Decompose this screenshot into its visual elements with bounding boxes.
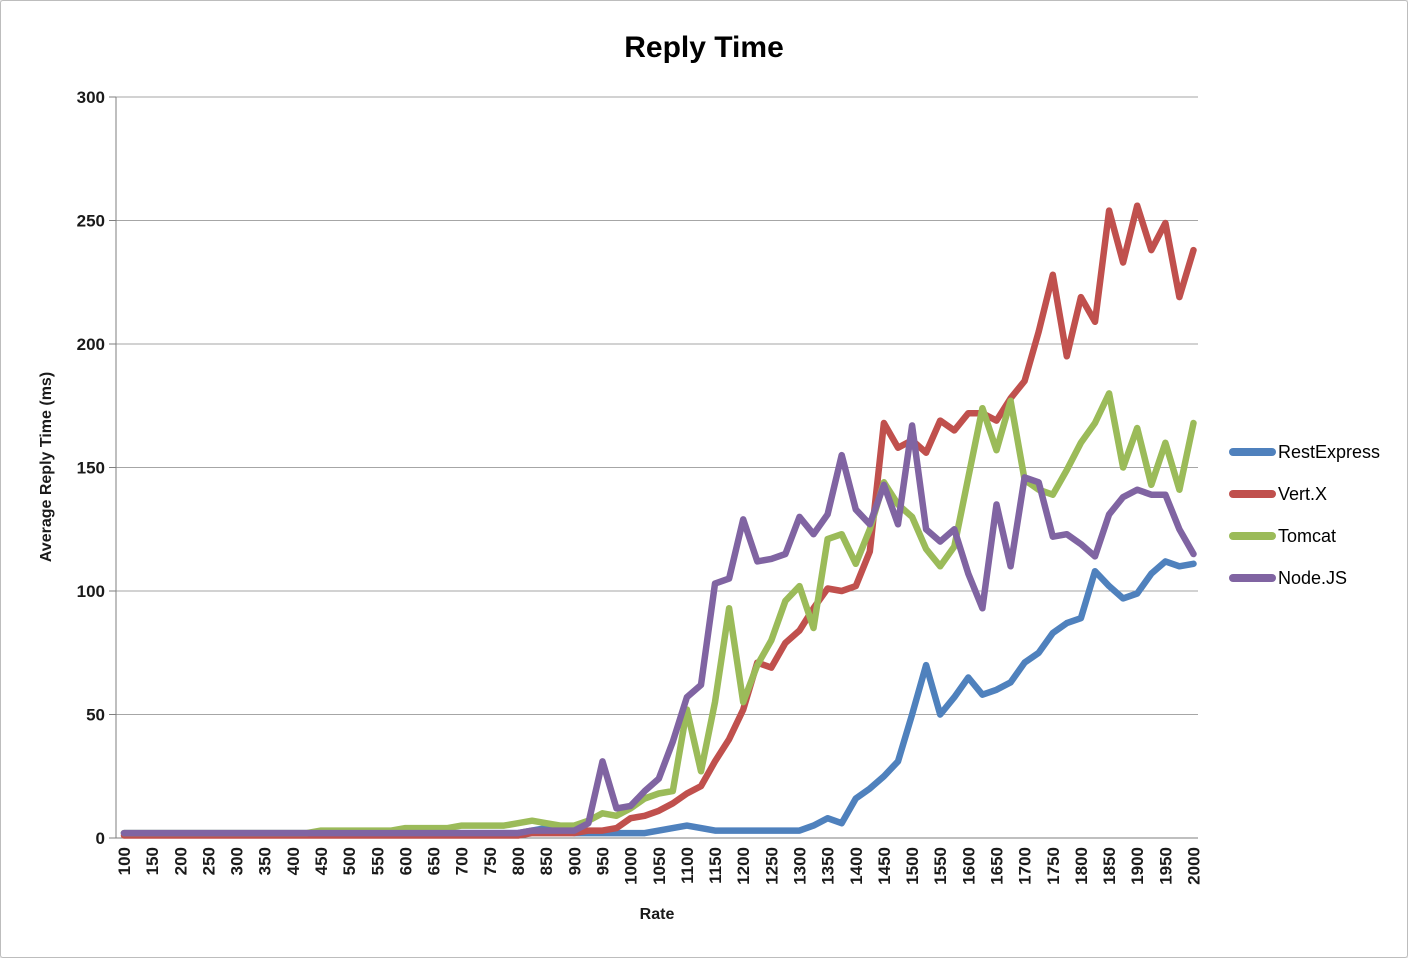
x-tick-label: 1800 (1072, 847, 1091, 885)
x-tick-label: 1950 (1156, 847, 1175, 885)
legend: RestExpress Vert.X Tomcat Node.JS (1229, 431, 1380, 599)
x-tick-label: 700 (453, 847, 472, 875)
y-tick-label: 100 (77, 582, 105, 601)
y-tick-label: 50 (86, 706, 105, 725)
x-tick-label: 350 (256, 847, 275, 875)
x-tick-label: 1350 (819, 847, 838, 885)
legend-line-sample-restexpress (1229, 448, 1276, 456)
y-tick-label: 200 (77, 335, 105, 354)
x-tick-label: 1550 (931, 847, 950, 885)
x-tick-label: 600 (396, 847, 415, 875)
legend-item-vertx: Vert.X (1229, 473, 1380, 515)
x-tick-label: 550 (368, 847, 387, 875)
x-axis-title: Rate (639, 906, 675, 923)
x-tick-label: 1750 (1044, 847, 1063, 885)
x-tick-label: 1400 (847, 847, 866, 885)
x-tick-label: 1500 (903, 847, 922, 885)
x-tick-label: 400 (284, 847, 303, 875)
legend-label-vertx: Vert.X (1278, 483, 1328, 504)
x-tick-label: 450 (312, 847, 331, 875)
x-tick-label: 1250 (762, 847, 781, 885)
x-tick-label: 1900 (1128, 847, 1147, 885)
x-tick-label: 1450 (875, 847, 894, 885)
y-axis-title: Average Reply Time (ms) (38, 371, 55, 563)
x-tick-label: 1000 (622, 847, 641, 885)
x-tick-label: 250 (199, 847, 218, 875)
x-tick-label: 900 (565, 847, 584, 875)
legend-line-sample-nodejs (1229, 574, 1276, 582)
x-tick-label: 500 (340, 847, 359, 875)
legend-line-sample-tomcat (1229, 532, 1276, 540)
x-tick-label: 1300 (790, 847, 809, 885)
x-tick-label: 1100 (678, 847, 697, 884)
x-tick-label: 800 (509, 847, 528, 875)
x-tick-label: 1850 (1100, 847, 1119, 885)
series-line-nodejs (120, 422, 1197, 837)
x-tick-label: 300 (228, 847, 247, 875)
x-tick-label: 1600 (959, 847, 978, 885)
x-tick-label: 150 (143, 847, 162, 875)
x-tick-label: 750 (481, 847, 500, 875)
gridlines (109, 96, 1198, 839)
y-tick-labels: 0 50 100 150 200 250 300 (77, 88, 105, 848)
x-tick-label: 100 (115, 847, 134, 875)
x-tick-label: 1650 (987, 847, 1006, 885)
y-tick-label: 150 (77, 459, 105, 478)
x-tick-label: 200 (171, 847, 190, 875)
x-tick-label: 1700 (1016, 847, 1035, 885)
legend-item-nodejs: Node.JS (1229, 557, 1380, 599)
legend-label-nodejs: Node.JS (1278, 567, 1348, 588)
x-tick-label: 2000 (1185, 847, 1204, 885)
x-tick-label: 1150 (706, 847, 725, 884)
legend-label-tomcat: Tomcat (1278, 525, 1337, 546)
legend-line-sample-vertx (1229, 490, 1276, 498)
x-tick-label: 850 (537, 847, 556, 875)
legend-label-restexpress: RestExpress (1278, 441, 1381, 462)
chart-title: Reply Time (624, 31, 784, 64)
y-tick-label: 0 (96, 829, 105, 848)
y-tick-label: 250 (77, 212, 105, 231)
series-line-vertx (120, 202, 1197, 839)
series-line-tomcat (120, 390, 1197, 837)
x-tick-label: 1050 (650, 847, 669, 885)
y-tick-label: 300 (77, 88, 105, 107)
legend-item-tomcat: Tomcat (1229, 515, 1380, 557)
x-tick-label: 1200 (734, 847, 753, 885)
legend-item-restexpress: RestExpress (1229, 431, 1380, 473)
x-tick-label: 650 (425, 847, 444, 875)
x-tick-label: 950 (593, 847, 612, 875)
x-tick-labels: 100 150 200 250 300 350 400 450 500 550 600 650 700 7… (115, 847, 1204, 885)
